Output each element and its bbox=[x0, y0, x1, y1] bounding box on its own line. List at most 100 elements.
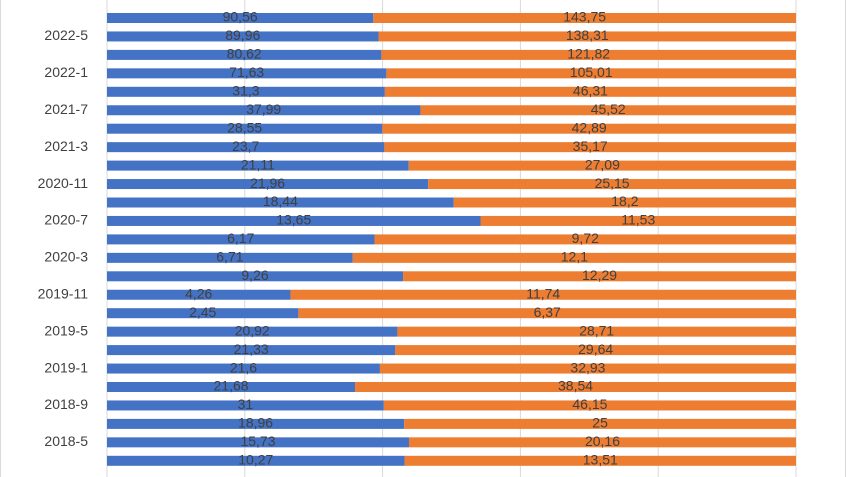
data-label: 143,75 bbox=[563, 9, 606, 25]
bar-segment bbox=[107, 418, 405, 429]
bar-segment bbox=[374, 234, 796, 245]
y-tick-label: 2022-1 bbox=[44, 64, 88, 80]
bar-segment bbox=[404, 418, 796, 429]
bar-segment bbox=[384, 86, 796, 97]
bar-segment bbox=[107, 437, 409, 448]
data-label: 27,09 bbox=[585, 156, 620, 172]
bar-segment bbox=[290, 289, 796, 300]
bar-segment bbox=[107, 326, 398, 337]
bar-segment bbox=[107, 308, 299, 319]
data-label: 21,33 bbox=[234, 341, 269, 357]
bar-segment bbox=[298, 308, 796, 319]
data-label: 21,68 bbox=[214, 378, 249, 394]
data-label: 29,64 bbox=[578, 341, 613, 357]
bar-segment bbox=[107, 13, 374, 23]
data-label: 105,01 bbox=[570, 64, 613, 80]
data-label: 46,15 bbox=[572, 396, 607, 412]
bar-segment bbox=[107, 49, 382, 60]
data-label: 45,52 bbox=[591, 101, 626, 117]
data-label: 2,45 bbox=[189, 304, 216, 320]
bar-segment bbox=[381, 49, 796, 60]
data-label: 35,17 bbox=[573, 138, 608, 154]
bar-segment bbox=[397, 326, 796, 337]
bar-segment bbox=[428, 179, 796, 190]
data-label: 6,37 bbox=[534, 304, 561, 320]
bar-segment bbox=[403, 271, 796, 282]
bar-segment bbox=[107, 31, 379, 42]
y-tick-label: 2021-3 bbox=[44, 138, 88, 154]
y-tick-label: 2020-7 bbox=[44, 212, 88, 228]
bar-segment bbox=[382, 123, 796, 134]
bar-segment bbox=[373, 13, 796, 23]
bar-segment bbox=[384, 142, 796, 153]
data-label: 21,96 bbox=[250, 175, 285, 191]
bar-segment bbox=[107, 215, 481, 226]
data-label: 71,63 bbox=[229, 64, 264, 80]
bar-segment bbox=[107, 68, 387, 79]
data-label: 46,31 bbox=[573, 83, 608, 99]
bar-segment bbox=[352, 252, 796, 263]
bar-segment bbox=[408, 437, 796, 448]
data-label: 31,3 bbox=[232, 83, 259, 99]
data-label: 90,56 bbox=[223, 9, 258, 25]
data-label: 25,15 bbox=[595, 175, 630, 191]
bar-segment bbox=[404, 455, 796, 466]
data-label: 11,53 bbox=[621, 212, 655, 228]
data-label: 13,65 bbox=[276, 212, 311, 228]
y-tick-label: 2022-5 bbox=[44, 27, 88, 43]
data-label: 23,7 bbox=[232, 138, 259, 154]
data-label: 11,74 bbox=[526, 285, 560, 301]
bar-segment bbox=[378, 31, 796, 42]
data-label: 4,26 bbox=[185, 285, 212, 301]
bar-segment bbox=[379, 363, 796, 374]
data-label: 28,71 bbox=[579, 322, 614, 338]
data-label: 89,96 bbox=[225, 27, 260, 43]
bar-segment bbox=[355, 382, 796, 392]
y-tick-label: 2019-5 bbox=[44, 322, 88, 338]
bar-segment bbox=[107, 86, 385, 97]
y-tick-label: 2019-1 bbox=[44, 359, 88, 375]
bar-segment bbox=[408, 160, 796, 171]
y-tick-label: 2020-3 bbox=[44, 249, 88, 265]
data-label: 25 bbox=[592, 415, 608, 431]
data-label: 6,71 bbox=[216, 249, 243, 265]
bar-segment bbox=[420, 105, 796, 116]
data-label: 6,17 bbox=[227, 230, 254, 246]
bar-segment bbox=[107, 455, 405, 466]
bar-segment bbox=[107, 363, 380, 374]
bar-segment bbox=[107, 234, 375, 245]
bar-segment bbox=[107, 271, 404, 282]
y-tick-label: 2018-5 bbox=[44, 433, 88, 449]
data-label: 121,82 bbox=[567, 46, 610, 62]
y-tick-label: 2021-7 bbox=[44, 101, 88, 117]
bar-segment bbox=[386, 68, 796, 79]
data-label: 13,51 bbox=[583, 452, 618, 468]
bar-segment bbox=[107, 142, 385, 153]
data-label: 38,54 bbox=[558, 378, 593, 394]
bar-segment bbox=[383, 400, 796, 411]
bar-segment bbox=[107, 123, 383, 134]
data-label: 20,16 bbox=[585, 433, 620, 449]
data-label: 18,2 bbox=[611, 193, 638, 209]
bar-segment bbox=[107, 252, 353, 263]
data-label: 80,62 bbox=[227, 46, 262, 62]
data-label: 37,99 bbox=[246, 101, 281, 117]
data-label: 12,1 bbox=[561, 249, 588, 265]
bar-segment bbox=[107, 105, 421, 116]
y-tick-label: 2019-11 bbox=[38, 285, 89, 301]
bar-segment bbox=[107, 382, 356, 392]
data-label: 42,89 bbox=[572, 119, 607, 135]
data-label: 9,72 bbox=[572, 230, 599, 246]
bar-segment bbox=[107, 345, 396, 356]
y-tick-label: 2020-11 bbox=[38, 175, 89, 191]
data-label: 9,26 bbox=[241, 267, 268, 283]
bar-segment bbox=[107, 197, 454, 208]
y-tick-label: 2018-9 bbox=[44, 396, 88, 412]
bar-segment bbox=[480, 215, 796, 226]
bar-segment bbox=[395, 345, 796, 356]
data-label: 18,96 bbox=[238, 415, 273, 431]
data-label: 12,29 bbox=[582, 267, 617, 283]
data-label: 32,93 bbox=[570, 359, 605, 375]
